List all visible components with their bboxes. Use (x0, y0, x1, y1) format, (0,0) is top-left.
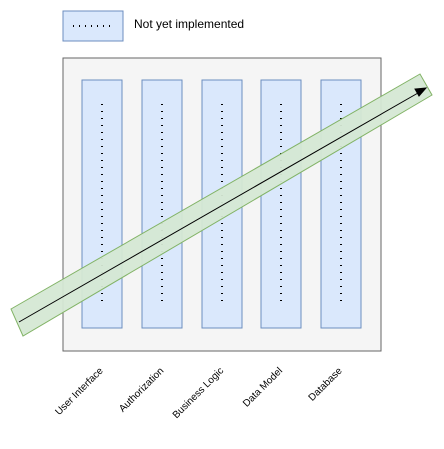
layer-column-box (141, 79, 183, 329)
legend-label: Not yet implemented (134, 17, 245, 31)
slice-band-shape (10, 73, 433, 337)
layer-column-authorization (141, 79, 183, 329)
slice-arrow-head (414, 87, 428, 97)
slice-arrow-line (18, 92, 419, 323)
legend (62, 10, 124, 42)
layer-column-data-model (260, 79, 302, 329)
vertical-slice-band (10, 73, 433, 337)
legend-swatch (62, 10, 124, 42)
layer-column-box (260, 79, 302, 329)
